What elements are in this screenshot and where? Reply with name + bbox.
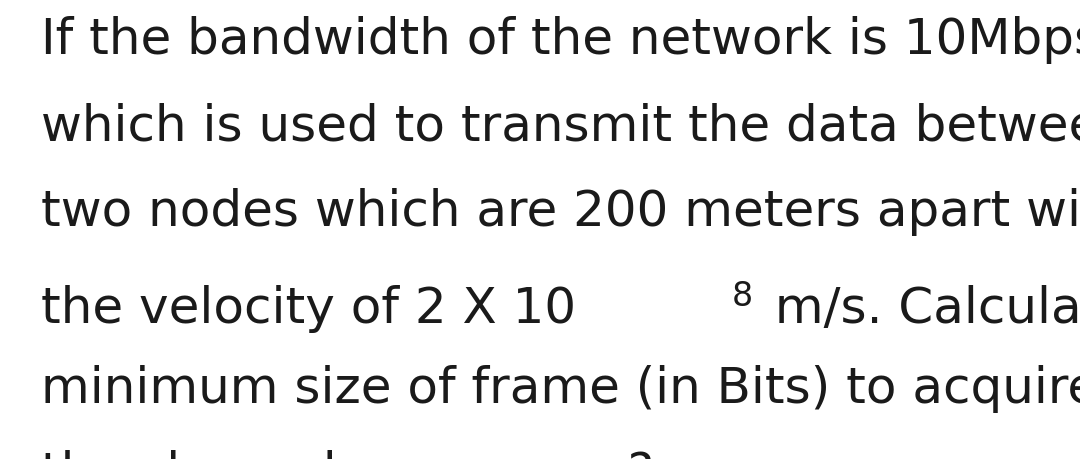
Text: If the bandwidth of the network is 10Mbps,: If the bandwidth of the network is 10Mbp… — [41, 16, 1080, 64]
Text: two nodes which are 200 meters apart with: two nodes which are 200 meters apart wit… — [41, 188, 1080, 236]
Text: the channel ___________?: the channel ___________? — [41, 450, 654, 459]
Text: the velocity of 2 X 10: the velocity of 2 X 10 — [41, 285, 576, 333]
Text: 8: 8 — [731, 280, 753, 313]
Text: minimum size of frame (in Bits) to acquire: minimum size of frame (in Bits) to acqui… — [41, 365, 1080, 413]
Text: m/s. Calculate the: m/s. Calculate the — [759, 285, 1080, 333]
Text: which is used to transmit the data between: which is used to transmit the data betwe… — [41, 102, 1080, 151]
